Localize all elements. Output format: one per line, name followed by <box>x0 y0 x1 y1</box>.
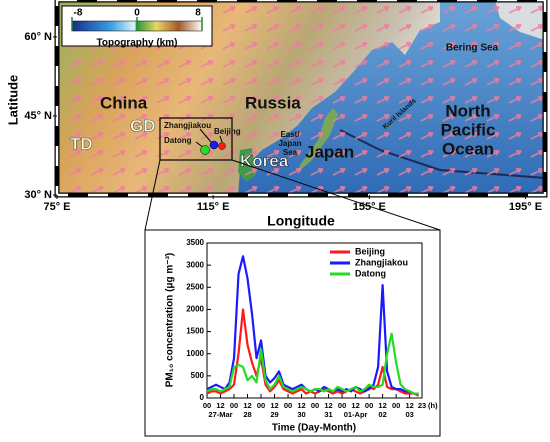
map-label: Pacific <box>441 120 496 139</box>
map-label: China <box>100 93 148 112</box>
map-label: North <box>445 101 490 120</box>
colorbar-tick-label: -8 <box>74 8 83 19</box>
x-tick-label: 00 <box>230 401 238 410</box>
x-tick-label: 12 <box>351 401 359 410</box>
day-label: 31 <box>324 410 332 419</box>
map-y-label: Latitude <box>5 75 20 126</box>
x-unit: (h) <box>428 401 438 410</box>
map-x-tick-label: 195° E <box>509 201 542 213</box>
map-label: TD <box>70 134 93 153</box>
map: China Russia TD GD Korea Japan North Pac… <box>54 0 548 231</box>
x-tick-label: 00 <box>284 401 292 410</box>
map-label: Bering Sea <box>446 43 499 54</box>
x-tick-label: 12 <box>297 401 305 410</box>
map-label: GD <box>130 116 156 135</box>
map-x-tick-label: 115° E <box>197 201 230 213</box>
x-tick-label: 00 <box>203 401 211 410</box>
map-y-tick-label: 45° N <box>24 110 52 122</box>
site-zhangjiakou <box>209 140 219 150</box>
zoom-line <box>144 159 161 231</box>
zoom-line <box>231 159 441 231</box>
day-label: 30 <box>297 410 305 419</box>
day-label: 27-Mar <box>208 410 232 419</box>
y-tick-label: 3500 <box>186 238 204 247</box>
map-label: Korea <box>240 151 289 170</box>
map-label: Japan <box>278 139 301 148</box>
map-x-label: Longitude <box>267 213 335 229</box>
x-tick-label: 00 <box>257 401 265 410</box>
x-tick-label: 12 <box>270 401 278 410</box>
site-beijing <box>218 142 226 150</box>
x-tick-label: 12 <box>216 401 224 410</box>
plot-frame <box>206 242 423 399</box>
x-tick-label: 00 <box>338 401 346 410</box>
x-tick-label: 00 <box>392 401 400 410</box>
y-tick-label: 0 <box>200 393 205 402</box>
map-label: Zhangjiakou <box>164 121 211 130</box>
x-tick-label: 12 <box>378 401 386 410</box>
x-tick-label: 00 <box>311 401 319 410</box>
series-line <box>206 332 419 395</box>
y-tick-label: 1000 <box>186 349 204 358</box>
map-x-tick-label: 155° E <box>353 201 386 213</box>
legend-label: Datong <box>355 268 386 278</box>
y-tick-label: 2500 <box>186 282 204 291</box>
map-label: Russia <box>245 93 301 112</box>
map-x-tick-label: 75° E <box>43 201 70 213</box>
map-label: Datong <box>164 136 192 145</box>
site-datong <box>200 145 210 155</box>
map-label: East/ <box>280 130 300 139</box>
map-y-tick-label: 30° N <box>24 189 52 201</box>
y-tick-label: 2000 <box>186 305 204 314</box>
x-tick-label: 12 <box>243 401 251 410</box>
inset-frame <box>144 229 441 437</box>
day-label: 02 <box>378 410 386 419</box>
y-tick-label: 1500 <box>186 327 204 336</box>
legend-label: Zhangjiakou <box>355 257 408 267</box>
colorbar-label: Topography (km) <box>97 38 178 49</box>
x-tick-label: 12 <box>324 401 332 410</box>
map-label: Japan <box>305 142 354 161</box>
series-line <box>206 308 420 397</box>
y-axis-label: PM₁₀ concentration (μg m⁻³) <box>165 253 176 387</box>
legend-label: Beijing <box>355 246 385 256</box>
map-label: Sea <box>283 148 298 157</box>
colorbar-tick-label: 8 <box>195 8 201 19</box>
day-label: 03 <box>405 410 413 419</box>
y-tick-label: 500 <box>191 371 205 380</box>
map-y-tick-label: 60° N <box>24 31 52 43</box>
y-tick-label: 3000 <box>186 260 204 269</box>
x-axis-label: Time (Day-Month) <box>272 423 356 434</box>
map-frame-checker <box>55 0 547 197</box>
day-label: 29 <box>270 410 278 419</box>
map-label: Ocean <box>442 139 494 158</box>
x-tick-label: 23 <box>418 401 426 410</box>
x-tick-label: 00 <box>365 401 373 410</box>
day-label: 01-Apr <box>344 410 368 419</box>
day-label: 28 <box>243 410 251 419</box>
map-label: Beijing <box>214 127 241 136</box>
study-box <box>159 117 233 161</box>
colorbar-tick-label: 0 <box>134 8 140 19</box>
x-tick-label: 12 <box>405 401 413 410</box>
